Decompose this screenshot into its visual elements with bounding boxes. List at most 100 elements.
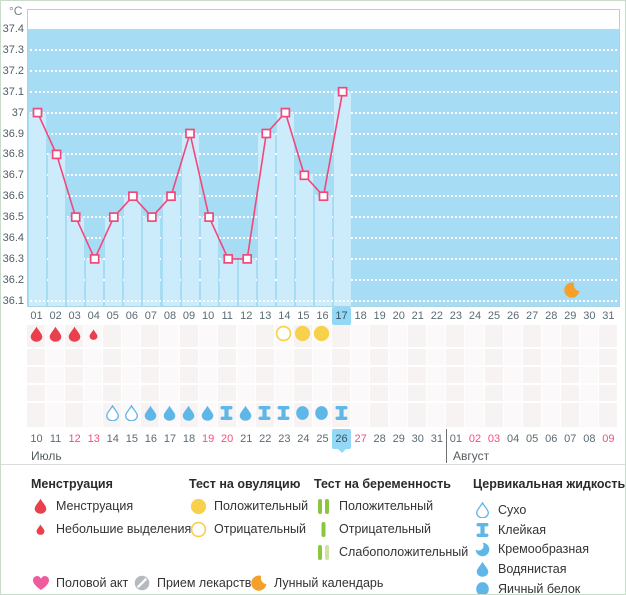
calendar-day-july-24[interactable]: 24 (297, 433, 310, 445)
empty-tracker-cell[interactable] (465, 367, 485, 385)
empty-tracker-cell[interactable] (103, 367, 123, 385)
empty-tracker-cell[interactable] (598, 349, 618, 367)
cycle-day-07[interactable]: 07 (144, 310, 158, 322)
cervical-fluid-cell-day-6[interactable] (122, 403, 142, 429)
empty-tracker-cell[interactable] (598, 367, 618, 385)
temperature-point-day-9[interactable] (185, 128, 195, 139)
empty-tracker-cell[interactable] (370, 367, 390, 385)
empty-tracker-cell[interactable] (141, 349, 161, 367)
calendar-day-july-21[interactable]: 21 (240, 433, 253, 445)
temperature-point-day-17[interactable] (337, 86, 348, 97)
empty-tracker-cell[interactable] (408, 349, 428, 367)
tracker-cell-day-29[interactable] (560, 325, 580, 349)
empty-tracker-cell[interactable] (427, 385, 447, 403)
tracker-cell-day-27[interactable] (522, 325, 542, 349)
temperature-point-day-2[interactable] (51, 149, 62, 160)
empty-tracker-cell[interactable] (465, 349, 485, 367)
tracker-cell-day-18[interactable] (351, 325, 371, 349)
calendar-day-july-18[interactable]: 18 (182, 433, 196, 445)
empty-tracker-cell[interactable] (84, 349, 104, 367)
cycle-day-16[interactable]: 16 (316, 310, 329, 322)
tracker-cell-day-24[interactable] (465, 325, 485, 349)
empty-tracker-cell[interactable] (274, 349, 294, 367)
cervical-fluid-cell-day-4[interactable] (84, 403, 104, 429)
empty-tracker-cell[interactable] (160, 367, 180, 385)
cervical-fluid-cell-day-7[interactable] (141, 403, 161, 429)
empty-tracker-cell[interactable] (484, 349, 504, 367)
calendar-day-august-07[interactable]: 07 (564, 433, 577, 445)
cervical-fluid-cell-day-8[interactable] (160, 403, 180, 429)
empty-tracker-cell[interactable] (84, 385, 104, 403)
temperature-point-day-16[interactable] (318, 191, 329, 202)
empty-tracker-cell[interactable] (541, 367, 561, 385)
cycle-day-06[interactable]: 06 (125, 310, 138, 322)
tracker-cell-day-9[interactable] (179, 325, 199, 349)
empty-tracker-cell[interactable] (179, 349, 199, 367)
cycle-day-10[interactable]: 10 (201, 310, 215, 322)
empty-tracker-cell[interactable] (503, 385, 523, 403)
calendar-day-july-23[interactable]: 23 (278, 433, 291, 445)
ovulation-test-cell-day-16[interactable] (312, 325, 332, 349)
empty-tracker-cell[interactable] (351, 385, 371, 403)
temperature-point-day-8[interactable] (166, 191, 176, 202)
empty-tracker-cell[interactable] (312, 349, 332, 367)
empty-tracker-cell[interactable] (27, 349, 47, 367)
empty-tracker-cell[interactable] (293, 349, 313, 367)
empty-tracker-cell[interactable] (522, 349, 542, 367)
calendar-day-august-05[interactable]: 05 (526, 433, 539, 445)
cervical-fluid-cell-day-3[interactable] (65, 403, 85, 429)
empty-tracker-cell[interactable] (236, 367, 256, 385)
tracker-cell-day-13[interactable] (255, 325, 275, 349)
empty-tracker-cell[interactable] (484, 367, 504, 385)
cycle-day-26[interactable]: 26 (506, 310, 520, 322)
tracker-cell-day-19[interactable] (370, 325, 390, 349)
empty-tracker-cell[interactable] (446, 367, 466, 385)
empty-tracker-cell[interactable] (560, 367, 580, 385)
cycle-day-21[interactable]: 21 (411, 310, 424, 322)
calendar-day-july-10[interactable]: 10 (30, 433, 43, 445)
empty-tracker-cell[interactable] (427, 349, 447, 367)
calendar-day-july-28[interactable]: 28 (373, 433, 386, 445)
cervical-fluid-cell-day-27[interactable] (522, 403, 542, 429)
empty-tracker-cell[interactable] (46, 367, 66, 385)
tracker-cell-day-30[interactable] (579, 325, 599, 349)
cycle-day-05[interactable]: 05 (106, 310, 119, 322)
empty-tracker-cell[interactable] (217, 385, 237, 403)
cervical-fluid-cell-day-31[interactable] (598, 403, 618, 429)
cycle-day-20[interactable]: 20 (392, 310, 405, 322)
cycle-day-22[interactable]: 22 (430, 310, 443, 322)
calendar-day-july-16[interactable]: 16 (144, 433, 158, 445)
calendar-day-july-14[interactable]: 14 (106, 433, 119, 445)
tracker-cell-day-25[interactable] (484, 325, 504, 349)
cycle-day-14[interactable]: 14 (278, 310, 291, 322)
empty-tracker-cell[interactable] (598, 385, 618, 403)
empty-tracker-cell[interactable] (370, 385, 390, 403)
empty-tracker-cell[interactable] (503, 349, 523, 367)
cycle-day-25[interactable]: 25 (487, 310, 501, 322)
tracker-cell-day-20[interactable] (389, 325, 409, 349)
empty-tracker-cell[interactable] (541, 385, 561, 403)
cervical-fluid-cell-day-18[interactable] (351, 403, 371, 429)
tracker-cell-day-23[interactable] (446, 325, 466, 349)
empty-tracker-cell[interactable] (255, 385, 275, 403)
empty-tracker-cell[interactable] (103, 349, 123, 367)
cervical-fluid-cell-day-30[interactable] (579, 403, 599, 429)
tracker-cell-day-11[interactable] (217, 325, 237, 349)
temperature-point-day-10[interactable] (204, 212, 214, 222)
empty-tracker-cell[interactable] (179, 385, 199, 403)
cycle-day-28[interactable]: 28 (545, 310, 558, 322)
empty-tracker-cell[interactable] (27, 385, 47, 403)
temperature-point-day-3[interactable] (70, 212, 81, 222)
empty-tracker-cell[interactable] (293, 367, 313, 385)
cervical-fluid-cell-day-23[interactable] (446, 403, 466, 429)
cycle-day-02[interactable]: 02 (49, 310, 62, 322)
empty-tracker-cell[interactable] (65, 385, 85, 403)
cervical-fluid-cell-day-28[interactable] (541, 403, 561, 429)
cycle-day-04[interactable]: 04 (87, 310, 100, 322)
empty-tracker-cell[interactable] (198, 349, 218, 367)
cycle-day-15[interactable]: 15 (297, 310, 310, 322)
tracker-cell-day-17[interactable] (332, 325, 352, 349)
calendar-day-august-01[interactable]: 01 (449, 433, 463, 445)
calendar-day-july-22[interactable]: 22 (259, 433, 272, 445)
empty-tracker-cell[interactable] (312, 367, 332, 385)
